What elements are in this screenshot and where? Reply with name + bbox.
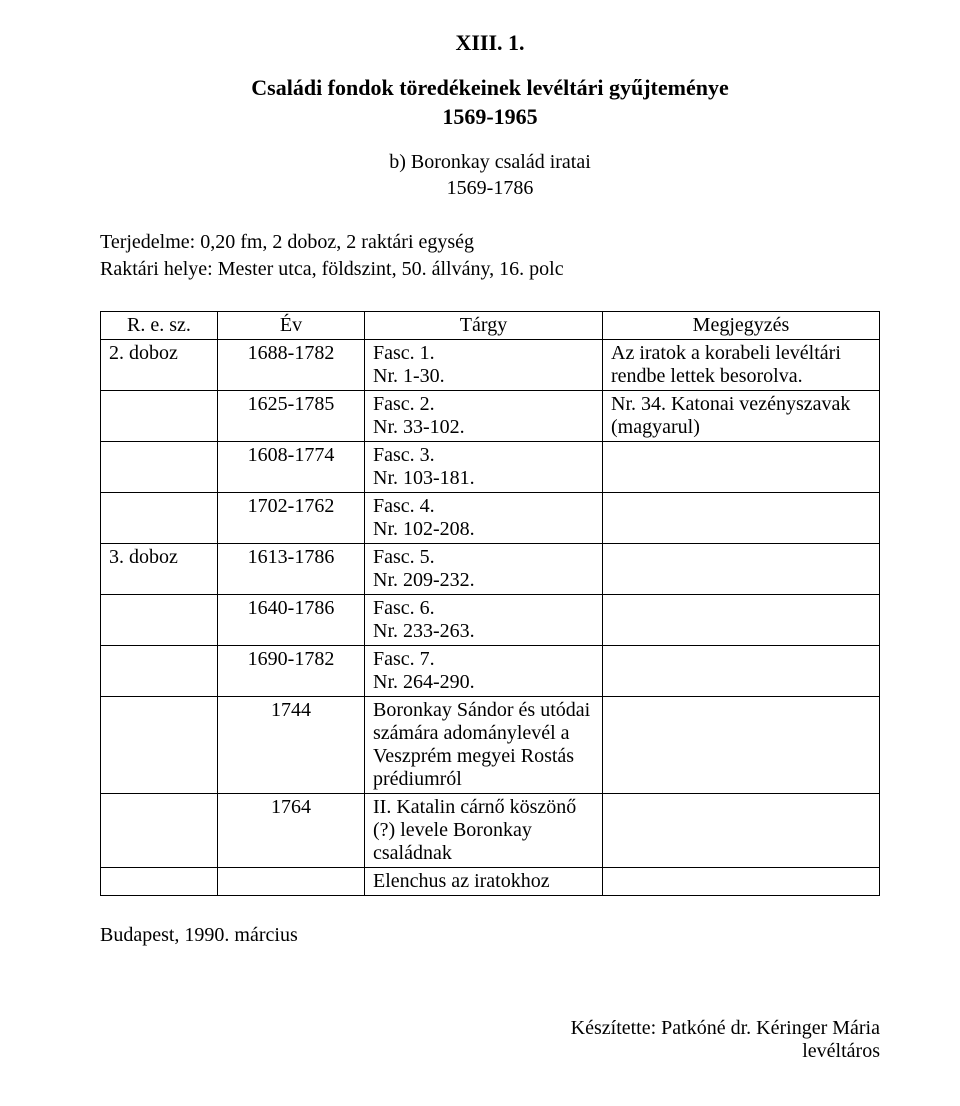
header-megj: Megjegyzés	[603, 312, 880, 340]
footer-right-line1: Készítette: Patkóné dr. Kéringer Mária	[100, 1017, 880, 1040]
cell-ev: 1608-1774	[218, 442, 365, 493]
footer-right: Készítette: Patkóné dr. Kéringer Mária l…	[100, 1017, 880, 1063]
cell-targy: Fasc. 2.Nr. 33-102.	[365, 391, 603, 442]
subtitle-line1: b) Boronkay család iratai	[100, 149, 880, 175]
cell-resz	[101, 391, 218, 442]
table-row: 1625-1785Fasc. 2.Nr. 33-102.Nr. 34. Kato…	[101, 391, 880, 442]
cell-resz	[101, 493, 218, 544]
subtitle-block: b) Boronkay család iratai 1569-1786	[100, 149, 880, 201]
cell-megj	[603, 442, 880, 493]
cell-targy: Fasc. 1.Nr. 1-30.	[365, 340, 603, 391]
cell-resz	[101, 794, 218, 868]
data-table: R. e. sz. Év Tárgy Megjegyzés 2. doboz16…	[100, 311, 880, 896]
cell-targy-line: Nr. 103-181.	[373, 467, 594, 490]
header-targy: Tárgy	[365, 312, 603, 340]
cell-targy-line: Nr. 33-102.	[373, 416, 594, 439]
cell-targy: Boronkay Sándor és utódai számára adomán…	[365, 697, 603, 794]
cell-resz: 2. doboz	[101, 340, 218, 391]
page: XIII. 1. Családi fondok töredékeinek lev…	[0, 0, 960, 1106]
cell-ev: 1613-1786	[218, 544, 365, 595]
table-row: 1702-1762Fasc. 4.Nr. 102-208.	[101, 493, 880, 544]
cell-megj	[603, 493, 880, 544]
cell-ev	[218, 868, 365, 896]
cell-resz: 3. doboz	[101, 544, 218, 595]
cell-targy-line: Nr. 102-208.	[373, 518, 594, 541]
cell-megj	[603, 794, 880, 868]
header-resz: R. e. sz.	[101, 312, 218, 340]
cell-ev: 1625-1785	[218, 391, 365, 442]
doc-number: XIII. 1.	[100, 30, 880, 56]
footer-right-line2: levéltáros	[100, 1040, 880, 1063]
cell-megj	[603, 595, 880, 646]
meta-block: Terjedelme: 0,20 fm, 2 doboz, 2 raktári …	[100, 229, 880, 283]
cell-ev: 1640-1786	[218, 595, 365, 646]
cell-megj: Az iratok a korabeli levéltári rendbe le…	[603, 340, 880, 391]
cell-targy: II. Katalin cárnő köszönő (?) levele Bor…	[365, 794, 603, 868]
cell-targy-line: Nr. 264-290.	[373, 671, 594, 694]
table-row: 1640-1786Fasc. 6.Nr. 233-263.	[101, 595, 880, 646]
table-row: 2. doboz1688-1782Fasc. 1.Nr. 1-30.Az ira…	[101, 340, 880, 391]
cell-targy: Fasc. 3.Nr. 103-181.	[365, 442, 603, 493]
table-row: 3. doboz1613-1786Fasc. 5.Nr. 209-232.	[101, 544, 880, 595]
cell-resz	[101, 646, 218, 697]
cell-targy-line: Nr. 209-232.	[373, 569, 594, 592]
cell-resz	[101, 868, 218, 896]
cell-megj	[603, 697, 880, 794]
cell-megj	[603, 868, 880, 896]
cell-targy-line: Nr. 233-263.	[373, 620, 594, 643]
footer-left: Budapest, 1990. március	[100, 924, 880, 947]
cell-targy: Elenchus az iratokhoz	[365, 868, 603, 896]
title-line2: 1569-1965	[100, 103, 880, 132]
cell-targy: Fasc. 5.Nr. 209-232.	[365, 544, 603, 595]
table-row: Elenchus az iratokhoz	[101, 868, 880, 896]
cell-ev: 1688-1782	[218, 340, 365, 391]
cell-resz	[101, 697, 218, 794]
meta-line1: Terjedelme: 0,20 fm, 2 doboz, 2 raktári …	[100, 229, 880, 256]
cell-targy: Fasc. 7.Nr. 264-290.	[365, 646, 603, 697]
header-ev: Év	[218, 312, 365, 340]
table-header-row: R. e. sz. Év Tárgy Megjegyzés	[101, 312, 880, 340]
cell-targy-line: Nr. 1-30.	[373, 365, 594, 388]
table-row: 1764II. Katalin cárnő köszönő (?) levele…	[101, 794, 880, 868]
cell-ev: 1702-1762	[218, 493, 365, 544]
table-row: 1690-1782Fasc. 7.Nr. 264-290.	[101, 646, 880, 697]
cell-targy-line: Fasc. 4.	[373, 495, 594, 518]
cell-megj: Nr. 34. Katonai vezényszavak (magyarul)	[603, 391, 880, 442]
cell-targy: Fasc. 4.Nr. 102-208.	[365, 493, 603, 544]
cell-targy-line: Fasc. 3.	[373, 444, 594, 467]
cell-ev: 1764	[218, 794, 365, 868]
cell-targy-line: Fasc. 6.	[373, 597, 594, 620]
table-row: 1608-1774Fasc. 3.Nr. 103-181.	[101, 442, 880, 493]
cell-targy-line: Fasc. 1.	[373, 342, 594, 365]
table-row: 1744Boronkay Sándor és utódai számára ad…	[101, 697, 880, 794]
cell-targy-line: Fasc. 5.	[373, 546, 594, 569]
cell-megj	[603, 544, 880, 595]
cell-targy-line: Fasc. 2.	[373, 393, 594, 416]
cell-resz	[101, 442, 218, 493]
subtitle-line2: 1569-1786	[100, 175, 880, 201]
title-line1: Családi fondok töredékeinek levéltári gy…	[100, 74, 880, 103]
meta-line2: Raktári helye: Mester utca, földszint, 5…	[100, 256, 880, 283]
cell-ev: 1744	[218, 697, 365, 794]
cell-resz	[101, 595, 218, 646]
cell-targy: Fasc. 6.Nr. 233-263.	[365, 595, 603, 646]
cell-megj	[603, 646, 880, 697]
cell-targy-line: Fasc. 7.	[373, 648, 594, 671]
title-block: Családi fondok töredékeinek levéltári gy…	[100, 74, 880, 131]
cell-ev: 1690-1782	[218, 646, 365, 697]
